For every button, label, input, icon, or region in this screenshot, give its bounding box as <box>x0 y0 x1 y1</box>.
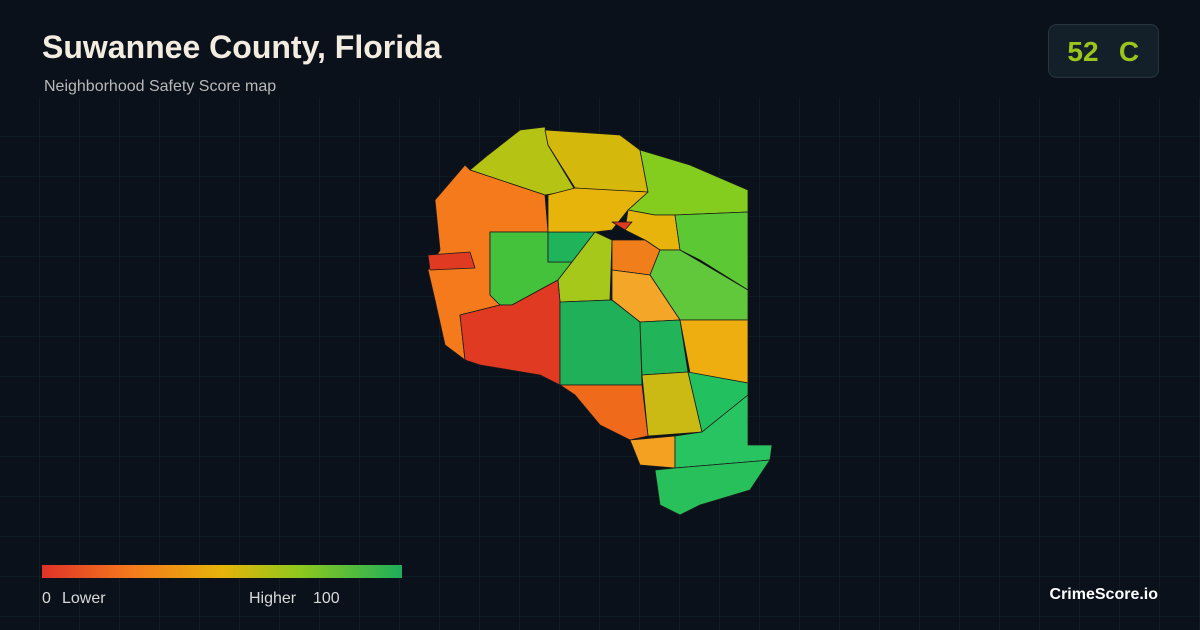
region <box>674 211 749 291</box>
legend-max: 100 <box>313 590 340 607</box>
region <box>547 187 649 233</box>
county-map <box>427 126 773 516</box>
subtitle: Neighborhood Safety Score map <box>44 78 276 95</box>
region <box>611 221 633 231</box>
score-value: 52 <box>1067 36 1098 67</box>
legend-max-label: Higher <box>249 590 297 607</box>
region <box>654 459 771 516</box>
legend-min: 0 <box>42 590 51 607</box>
brand: CrimeScore.io <box>1050 586 1159 603</box>
score-grade: C <box>1119 36 1139 67</box>
region <box>674 394 773 469</box>
legend-gradient <box>42 565 402 578</box>
region <box>639 319 689 376</box>
legend-min-label: Lower <box>62 590 106 607</box>
title: Suwannee County, Florida <box>42 29 442 65</box>
score-badge <box>1048 24 1159 78</box>
region <box>427 251 476 271</box>
